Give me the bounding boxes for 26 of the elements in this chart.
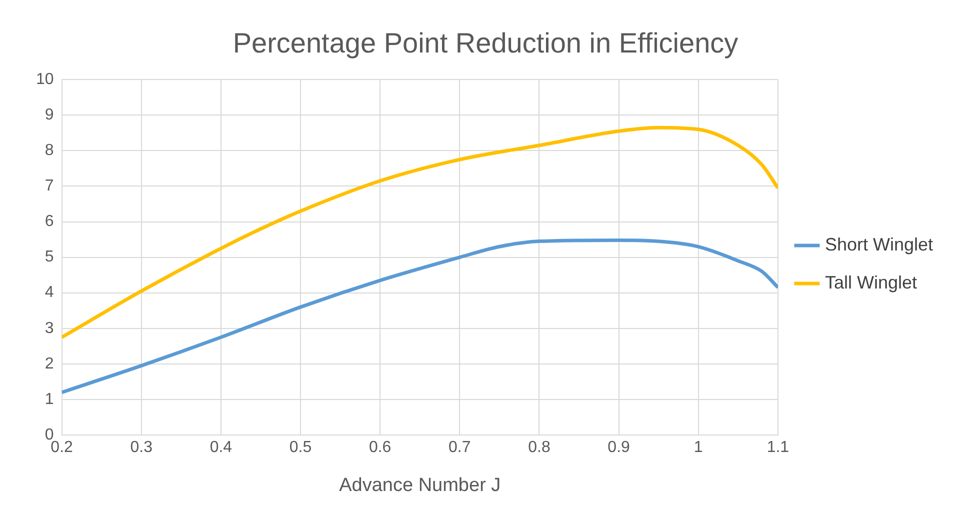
x-axis-title: Advance Number J [339, 474, 501, 496]
x-tick-label: 0.4 [210, 439, 232, 456]
x-tick-label: 0.5 [289, 439, 312, 456]
y-tick-label: 1 [44, 390, 54, 408]
x-tick-label: 0.7 [448, 439, 471, 456]
x-tick-label: 0.6 [368, 439, 392, 456]
y-tick-label: 5 [44, 248, 54, 266]
y-tick-label: 9 [44, 106, 54, 124]
y-tick-label: 7 [44, 178, 54, 195]
y-tick-label: 8 [44, 142, 54, 160]
y-tick-label: 3 [44, 320, 54, 337]
x-tick-label: 1 [694, 439, 703, 456]
x-tick-label: 0.2 [50, 439, 74, 456]
y-tick-label: 2 [44, 355, 54, 372]
line-series [62, 126, 778, 340]
y-tick-label: 6 [44, 213, 54, 230]
x-tick-label: 0.3 [130, 439, 153, 456]
legend-label: Tall Winglet [824, 272, 917, 292]
chart-title: Percentage Point Reduction in Efficiency [232, 28, 738, 59]
legend-label: Short Winglet [824, 234, 934, 254]
x-tick-label: 0.9 [608, 439, 630, 456]
x-tick-label: 1.1 [766, 439, 790, 456]
y-tick-label: 4 [44, 284, 54, 302]
y-tick-label: 10 [36, 71, 54, 88]
x-tick-label: 0.8 [528, 439, 550, 456]
line-series [62, 238, 778, 394]
